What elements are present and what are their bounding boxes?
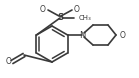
Text: O: O [40, 5, 46, 13]
Text: N: N [79, 30, 85, 39]
Text: S: S [57, 13, 63, 22]
Text: O: O [6, 57, 12, 67]
Text: O: O [74, 5, 80, 13]
Text: CH₃: CH₃ [79, 15, 92, 21]
Text: O: O [120, 30, 126, 39]
